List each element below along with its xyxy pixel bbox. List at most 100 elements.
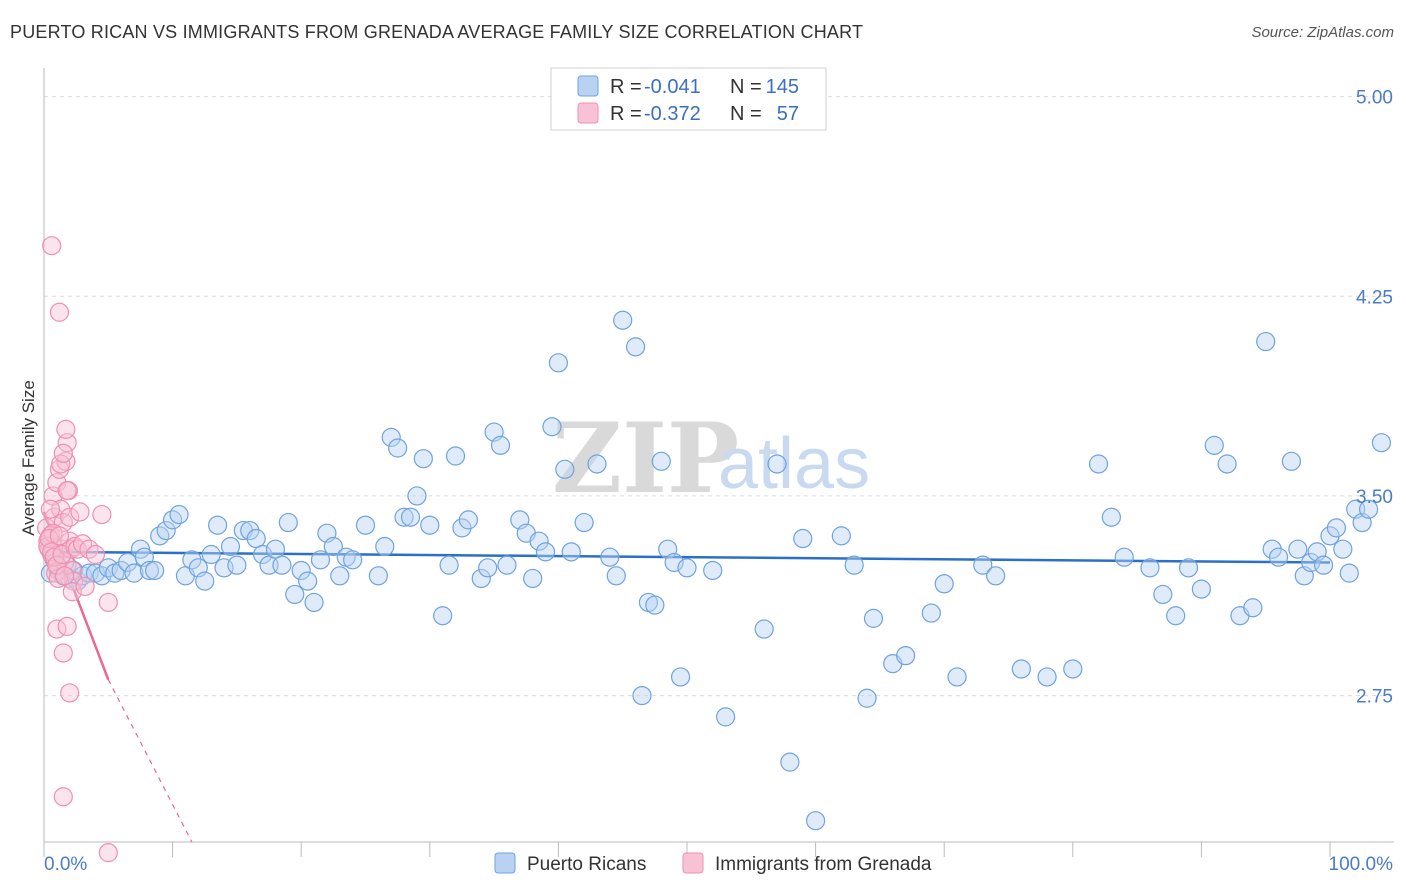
data-point	[1178, 558, 1199, 578]
legend-swatch-blue	[577, 75, 599, 97]
data-point	[42, 236, 62, 256]
data-point	[1243, 598, 1263, 618]
data-point	[523, 568, 543, 589]
bottom-legend-label-grenada: Immigrants from Grenada	[715, 854, 932, 875]
data-point	[291, 560, 311, 581]
data-point	[497, 555, 517, 575]
data-point	[548, 353, 569, 373]
data-point	[298, 571, 318, 591]
data-point	[490, 435, 511, 455]
y-axis-label: Average Family Size	[19, 380, 38, 536]
data-point	[1191, 579, 1212, 599]
data-point	[1339, 563, 1359, 583]
data-point	[1281, 451, 1302, 471]
data-point	[163, 510, 183, 530]
data-point	[62, 582, 82, 602]
data-point	[574, 512, 594, 533]
data-point	[831, 526, 851, 546]
data-point	[780, 752, 800, 772]
data-point	[400, 507, 421, 527]
data-point	[53, 443, 73, 463]
data-point	[156, 520, 176, 541]
data-point	[561, 542, 581, 562]
data-point	[407, 486, 427, 506]
data-point	[863, 608, 884, 628]
data-point	[420, 515, 440, 535]
data-point	[857, 688, 877, 708]
legend-r-value-2: -0.372	[644, 103, 701, 125]
data-point	[1114, 547, 1134, 567]
data-point	[150, 526, 170, 546]
source-label: Source: ZipAtlas.com	[1251, 24, 1394, 41]
bottom-legend-label-puerto-ricans: Puerto Ricans	[527, 854, 646, 875]
data-point	[805, 811, 826, 831]
data-point	[1256, 331, 1276, 352]
data-point	[368, 566, 388, 586]
data-point	[645, 595, 665, 615]
data-point	[587, 454, 607, 474]
data-point	[458, 510, 478, 530]
data-point	[323, 536, 343, 557]
data-point	[1101, 507, 1121, 527]
data-point	[304, 592, 324, 613]
data-point	[72, 534, 93, 554]
data-point	[1217, 454, 1237, 474]
data-point	[47, 555, 67, 575]
data-point	[67, 539, 88, 559]
data-point	[625, 337, 646, 357]
legend-n-label-1: N =	[730, 76, 762, 98]
data-point	[40, 499, 61, 519]
data-point	[896, 646, 916, 666]
chart-title: PUERTO RICAN VS IMMIGRANTS FROM GRENADA …	[10, 22, 864, 42]
bottom-legend-swatch-blue	[494, 852, 516, 874]
legend-swatch-pink	[577, 102, 599, 124]
data-point	[355, 515, 376, 535]
data-point	[169, 504, 189, 525]
data-point	[606, 566, 626, 586]
data-point	[278, 512, 298, 533]
data-point	[79, 539, 99, 559]
data-point	[92, 504, 112, 525]
data-point	[478, 558, 498, 578]
legend-r-label-1: R =	[610, 76, 642, 98]
data-point	[144, 560, 165, 581]
data-point	[934, 574, 954, 594]
data-point	[1313, 555, 1334, 575]
data-point	[632, 685, 652, 706]
watermark-zip: ZIP	[552, 402, 739, 515]
trend-line-grenada-extension	[107, 679, 193, 843]
y-tick-labels: 5.00 4.25 3.50 2.75	[1356, 88, 1393, 708]
data-point	[310, 550, 331, 570]
data-point	[1288, 539, 1308, 559]
legend-n-value-2: 57	[777, 103, 799, 125]
data-point	[973, 555, 993, 575]
data-point	[844, 555, 864, 575]
data-point	[98, 843, 118, 863]
y-tick-label: 5.00	[1356, 88, 1393, 109]
x-tick-label-min: 0.0%	[44, 854, 87, 875]
watermark-atlas: atlas	[718, 424, 870, 504]
data-point	[445, 446, 466, 466]
data-point	[98, 592, 118, 613]
data-point	[1333, 539, 1353, 559]
data-point	[1063, 659, 1083, 679]
data-point	[227, 555, 247, 575]
grid-lines	[44, 96, 1394, 697]
data-point	[471, 568, 491, 589]
data-point	[44, 547, 64, 567]
data-point	[600, 547, 620, 567]
data-point	[1262, 539, 1282, 559]
data-point	[388, 438, 408, 458]
puerto-ricans-points	[40, 310, 1392, 831]
legend: R = -0.041 N = 145 R = -0.372 N = 57	[550, 67, 827, 131]
data-point	[56, 451, 76, 471]
data-point	[767, 454, 787, 474]
data-point	[272, 555, 292, 575]
data-point	[265, 539, 286, 559]
data-point	[56, 419, 76, 439]
data-point	[375, 536, 395, 557]
data-point	[1037, 667, 1057, 687]
y-tick-label: 2.75	[1356, 687, 1393, 708]
data-point	[208, 515, 228, 535]
